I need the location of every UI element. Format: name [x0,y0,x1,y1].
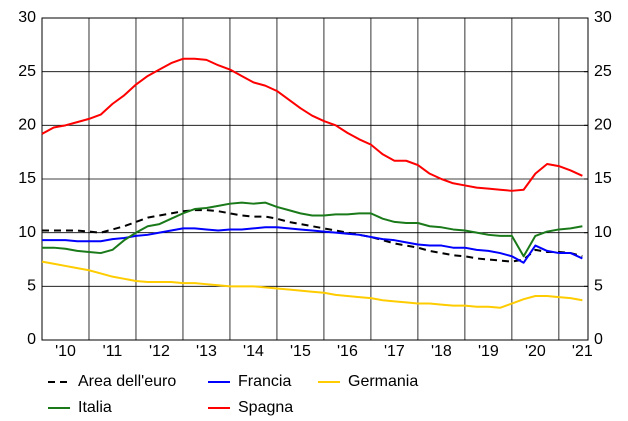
legend-label: Spagna [238,399,293,416]
y-tick-label: 5 [27,278,36,295]
x-tick-label: '12 [149,343,170,360]
y-tick-label: 10 [18,224,36,241]
y-tick-label: 0 [27,331,36,348]
y-tick-label: 20 [18,117,36,134]
y2-tick-label: 15 [594,170,612,187]
y2-tick-label: 0 [594,331,603,348]
x-tick-label: '17 [384,343,405,360]
legend-label: Germania [348,373,418,390]
series-line [42,209,583,263]
x-tick-label: '16 [337,343,358,360]
series-line [41,260,583,309]
y-tick-label: 15 [18,170,36,187]
legend-label: Area dell'euro [78,373,176,390]
y2-tick-label: 10 [594,224,612,241]
x-tick-label: '18 [431,343,452,360]
series-line [41,57,583,192]
x-tick-label: '15 [290,343,311,360]
x-tick-label: '11 [103,343,123,360]
y-tick-label: 25 [18,63,36,80]
legend-label: Italia [78,399,112,416]
y2-tick-label: 20 [594,117,612,134]
x-tick-label: '13 [196,343,217,360]
series-line [42,226,583,264]
series-line [42,201,583,258]
y2-tick-label: 25 [594,63,612,80]
y2-tick-label: 30 [594,9,612,26]
legend-label: Francia [238,373,291,390]
x-tick-label: '20 [525,343,546,360]
plot-frame [41,17,589,341]
x-tick-label: '21 [572,343,593,360]
y2-tick-label: 5 [594,278,603,295]
x-tick-label: '19 [478,343,499,360]
x-tick-label: '10 [55,343,76,360]
x-tick-label: '14 [243,343,264,360]
y-tick-label: 30 [18,9,36,26]
